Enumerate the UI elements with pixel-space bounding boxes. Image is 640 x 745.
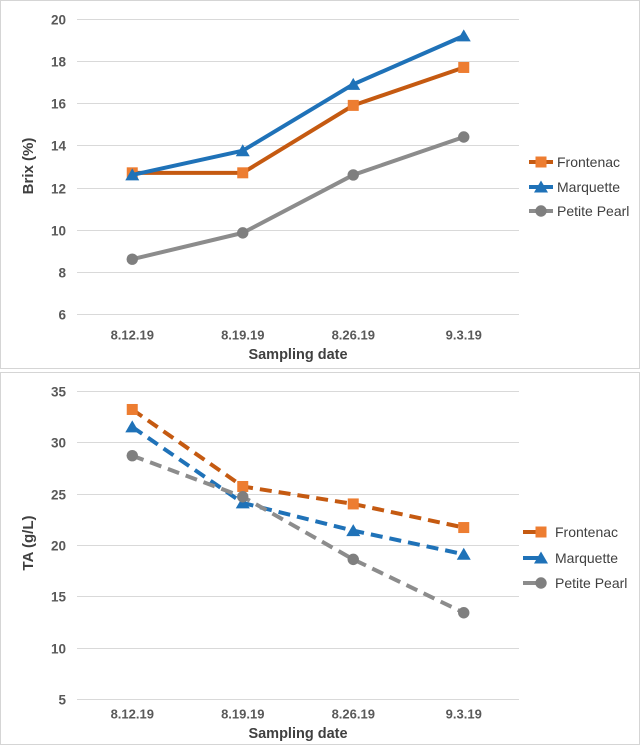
- marker-petite-pearl: [126, 253, 138, 265]
- legend-marker-petite-pearl: [535, 577, 547, 589]
- y-tick-label: 8: [58, 265, 66, 280]
- marker-marquette: [235, 144, 250, 157]
- legend-label-petite-pearl: Petite Pearl: [555, 575, 627, 591]
- ta-chart-panel: 35 30 25 20 15 10 5 8.12.19 8.19.19 8.26.19 9.3.19…: [0, 372, 640, 745]
- marker-frontenac: [126, 403, 138, 415]
- y-axis-title: TA (g/L): [20, 516, 37, 571]
- marker-petite-pearl: [458, 607, 470, 619]
- series-line-petite-pearl: [131, 135, 465, 262]
- legend-label-marquette: Marquette: [555, 550, 618, 566]
- legend-label-petite-pearl: Petite Pearl: [557, 203, 629, 219]
- marker-marquette: [346, 524, 361, 537]
- marker-petite-pearl: [347, 553, 359, 566]
- marker-frontenac: [458, 61, 470, 73]
- y-tick-label: 16: [51, 96, 67, 111]
- y-tick-label: 10: [51, 223, 66, 238]
- marker-marquette: [125, 420, 140, 433]
- marker-marquette: [456, 29, 471, 42]
- x-axis-title: Sampling date: [248, 347, 347, 363]
- y-axis-title: Brix (%): [20, 138, 37, 195]
- x-tick-label: 8.12.19: [111, 707, 154, 722]
- brix-chart: 20 18 16 14 12 10 8 6 8.12.19 8.19.19 8.26.19 9.3.1…: [20, 12, 629, 363]
- x-axis-title: Sampling date: [248, 726, 347, 742]
- legend-marker-frontenac: [535, 156, 547, 168]
- marker-petite-pearl: [458, 131, 470, 143]
- series-line-petite-pearl: [131, 453, 465, 615]
- marker-frontenac: [237, 167, 249, 179]
- marker-petite-pearl: [347, 169, 359, 181]
- legend-marker-marquette: [534, 180, 548, 193]
- y-tick-label: 14: [51, 138, 67, 153]
- series-line-marquette: [131, 425, 465, 557]
- y-tick-label: 10: [51, 641, 66, 656]
- legend-marker-frontenac: [535, 526, 547, 538]
- y-tick-label: 15: [51, 589, 67, 604]
- legend-marker-marquette: [534, 551, 548, 564]
- y-tick-label: 25: [51, 487, 67, 502]
- y-tick-label: 30: [51, 435, 66, 450]
- y-tick-label: 12: [51, 181, 66, 196]
- marker-frontenac: [347, 99, 359, 111]
- x-tick-label: 8.26.19: [332, 328, 375, 343]
- x-tick-label: 8.19.19: [221, 328, 264, 343]
- marker-marquette: [125, 168, 140, 181]
- series-line-marquette: [131, 34, 465, 177]
- marker-frontenac: [458, 522, 470, 534]
- marker-petite-pearl: [237, 227, 249, 239]
- legend-label-frontenac: Frontenac: [555, 524, 618, 540]
- x-tick-label: 8.19.19: [221, 707, 264, 722]
- y-tick-label: 6: [58, 307, 66, 322]
- legend-label-marquette: Marquette: [557, 179, 620, 195]
- brix-chart-panel: 20 18 16 14 12 10 8 6 8.12.19 8.19.19 8.26.19 9.3.1…: [0, 0, 640, 369]
- marker-marquette: [346, 77, 361, 90]
- y-tick-label: 18: [51, 54, 67, 69]
- series-line-frontenac: [132, 65, 465, 175]
- x-tick-label: 8.12.19: [111, 328, 154, 343]
- y-tick-label: 5: [58, 692, 66, 707]
- legend-label-frontenac: Frontenac: [557, 154, 620, 170]
- y-tick-label: 20: [51, 12, 66, 27]
- ta-chart: 35 30 25 20 15 10 5 8.12.19 8.19.19 8.26.19 9.3.19…: [20, 384, 627, 742]
- series-line-frontenac: [131, 407, 465, 530]
- x-tick-label: 8.26.19: [332, 707, 375, 722]
- x-tick-label: 9.3.19: [446, 328, 482, 343]
- y-tick-label: 20: [51, 538, 66, 553]
- y-tick-label: 35: [51, 384, 67, 399]
- marker-petite-pearl: [237, 491, 249, 503]
- marker-frontenac: [347, 498, 359, 510]
- marker-marquette: [456, 547, 471, 560]
- marker-petite-pearl: [126, 449, 138, 462]
- legend-marker-petite-pearl: [535, 205, 547, 217]
- x-tick-label: 9.3.19: [446, 707, 482, 722]
- marker-frontenac: [237, 480, 249, 492]
